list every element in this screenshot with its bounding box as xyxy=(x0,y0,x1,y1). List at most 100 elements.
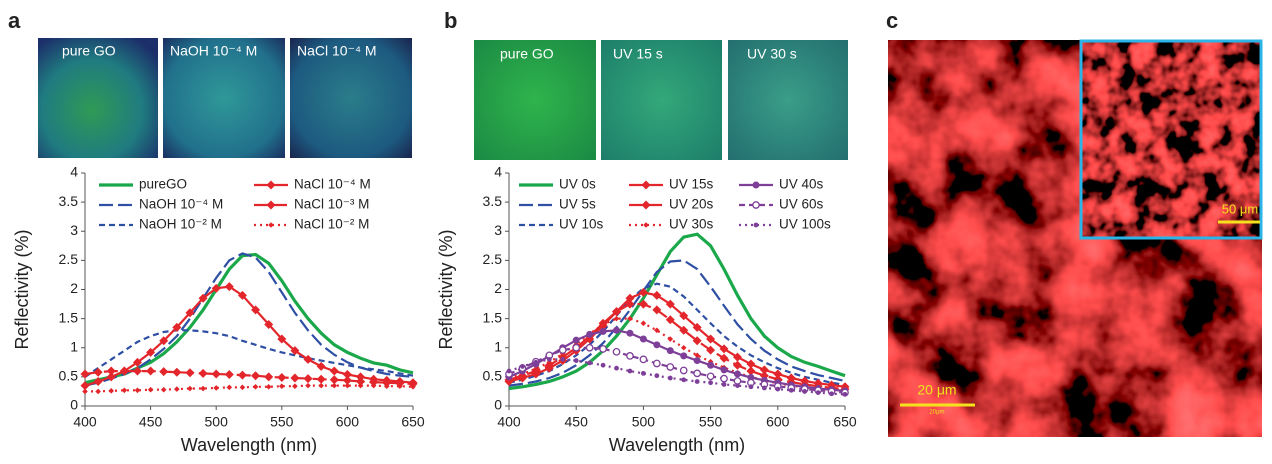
marker xyxy=(303,354,313,364)
legend-label: NaCl 10⁻³ M xyxy=(294,197,369,212)
marker xyxy=(679,311,689,321)
marker xyxy=(653,341,661,349)
marker xyxy=(224,370,234,380)
marker xyxy=(680,352,688,360)
series-line xyxy=(508,282,846,387)
marker xyxy=(172,367,182,377)
marker xyxy=(410,383,416,390)
series-line xyxy=(85,384,414,393)
marker xyxy=(237,370,247,380)
marker xyxy=(732,352,742,362)
marker xyxy=(586,330,594,338)
marker xyxy=(707,361,715,369)
marker xyxy=(719,353,729,363)
x-tick-label: 550 xyxy=(270,414,294,430)
marker xyxy=(733,370,741,378)
x-tick-label: 400 xyxy=(497,414,521,430)
panel-label: c xyxy=(886,8,898,33)
series-line xyxy=(508,259,846,387)
marker xyxy=(546,357,552,362)
legend-marker xyxy=(266,180,276,190)
legend-label: UV 5s xyxy=(559,197,596,212)
scale-label: 20 μm xyxy=(917,382,956,398)
legend-label: UV 0s xyxy=(559,177,596,192)
marker xyxy=(544,360,554,370)
legend-label: UV 20s xyxy=(669,197,714,212)
x-tick-label: 400 xyxy=(73,414,97,430)
inset-texture xyxy=(1081,41,1261,238)
y-tick-label: 3.5 xyxy=(483,193,503,209)
marker xyxy=(665,299,675,309)
marker xyxy=(679,366,688,375)
photo-label: NaOH 10⁻⁴ M xyxy=(170,43,257,59)
marker xyxy=(681,377,687,383)
photo-label: pure GO xyxy=(62,43,116,59)
marker xyxy=(706,345,716,355)
marker xyxy=(599,327,607,335)
legend-marker xyxy=(753,222,759,228)
marker xyxy=(119,366,129,376)
photo xyxy=(601,40,722,160)
y-axis-label: Reflectivity (%) xyxy=(436,229,456,349)
marker xyxy=(639,335,647,343)
marker xyxy=(612,347,621,356)
marker xyxy=(252,383,259,390)
marker xyxy=(174,386,180,392)
marker xyxy=(106,372,116,382)
marker xyxy=(639,355,648,364)
marker xyxy=(558,346,567,354)
x-axis-label: Wavelength (nm) xyxy=(181,435,317,455)
photo xyxy=(38,38,158,158)
marker xyxy=(721,382,727,387)
scale-label-small: 20μm xyxy=(929,410,944,416)
x-tick-label: 600 xyxy=(766,414,790,430)
marker xyxy=(625,299,635,309)
marker xyxy=(720,374,728,383)
x-tick-label: 600 xyxy=(336,414,360,430)
marker xyxy=(318,382,324,389)
marker xyxy=(93,377,103,387)
marker xyxy=(159,367,169,377)
y-tick-label: 1.5 xyxy=(483,309,503,325)
marker xyxy=(331,382,338,389)
marker xyxy=(108,388,115,394)
marker xyxy=(251,305,261,315)
marker xyxy=(159,336,169,346)
marker xyxy=(666,347,674,355)
marker xyxy=(356,372,366,382)
x-tick-label: 450 xyxy=(565,414,589,430)
marker xyxy=(572,343,581,352)
marker xyxy=(132,366,142,376)
marker xyxy=(239,384,246,391)
marker xyxy=(370,382,377,389)
photo-label: NaCl 10⁻⁴ M xyxy=(297,43,377,59)
x-tick-label: 650 xyxy=(401,414,425,430)
y-tick-label: 2.5 xyxy=(59,251,79,267)
x-tick-label: 550 xyxy=(699,414,723,430)
series-line xyxy=(508,303,846,391)
marker xyxy=(693,369,702,378)
y-tick-label: 2.5 xyxy=(483,251,503,267)
marker xyxy=(746,366,756,376)
marker xyxy=(198,293,208,303)
marker xyxy=(708,380,713,386)
series-line xyxy=(508,291,846,388)
marker xyxy=(732,360,742,370)
marker xyxy=(747,373,755,381)
y-tick-label: 1.5 xyxy=(59,309,79,325)
marker xyxy=(654,327,660,334)
marker xyxy=(773,369,783,379)
marker xyxy=(600,321,606,328)
marker xyxy=(279,383,285,389)
marker xyxy=(397,383,403,389)
marker xyxy=(680,344,687,351)
legend-label: UV 30s xyxy=(669,217,714,232)
marker xyxy=(599,345,607,353)
marker xyxy=(533,359,539,365)
marker xyxy=(652,359,661,368)
marker xyxy=(93,367,103,377)
legend-label: UV 60s xyxy=(779,197,824,212)
x-tick-label: 500 xyxy=(205,414,229,430)
marker xyxy=(733,377,742,385)
marker xyxy=(788,387,794,393)
